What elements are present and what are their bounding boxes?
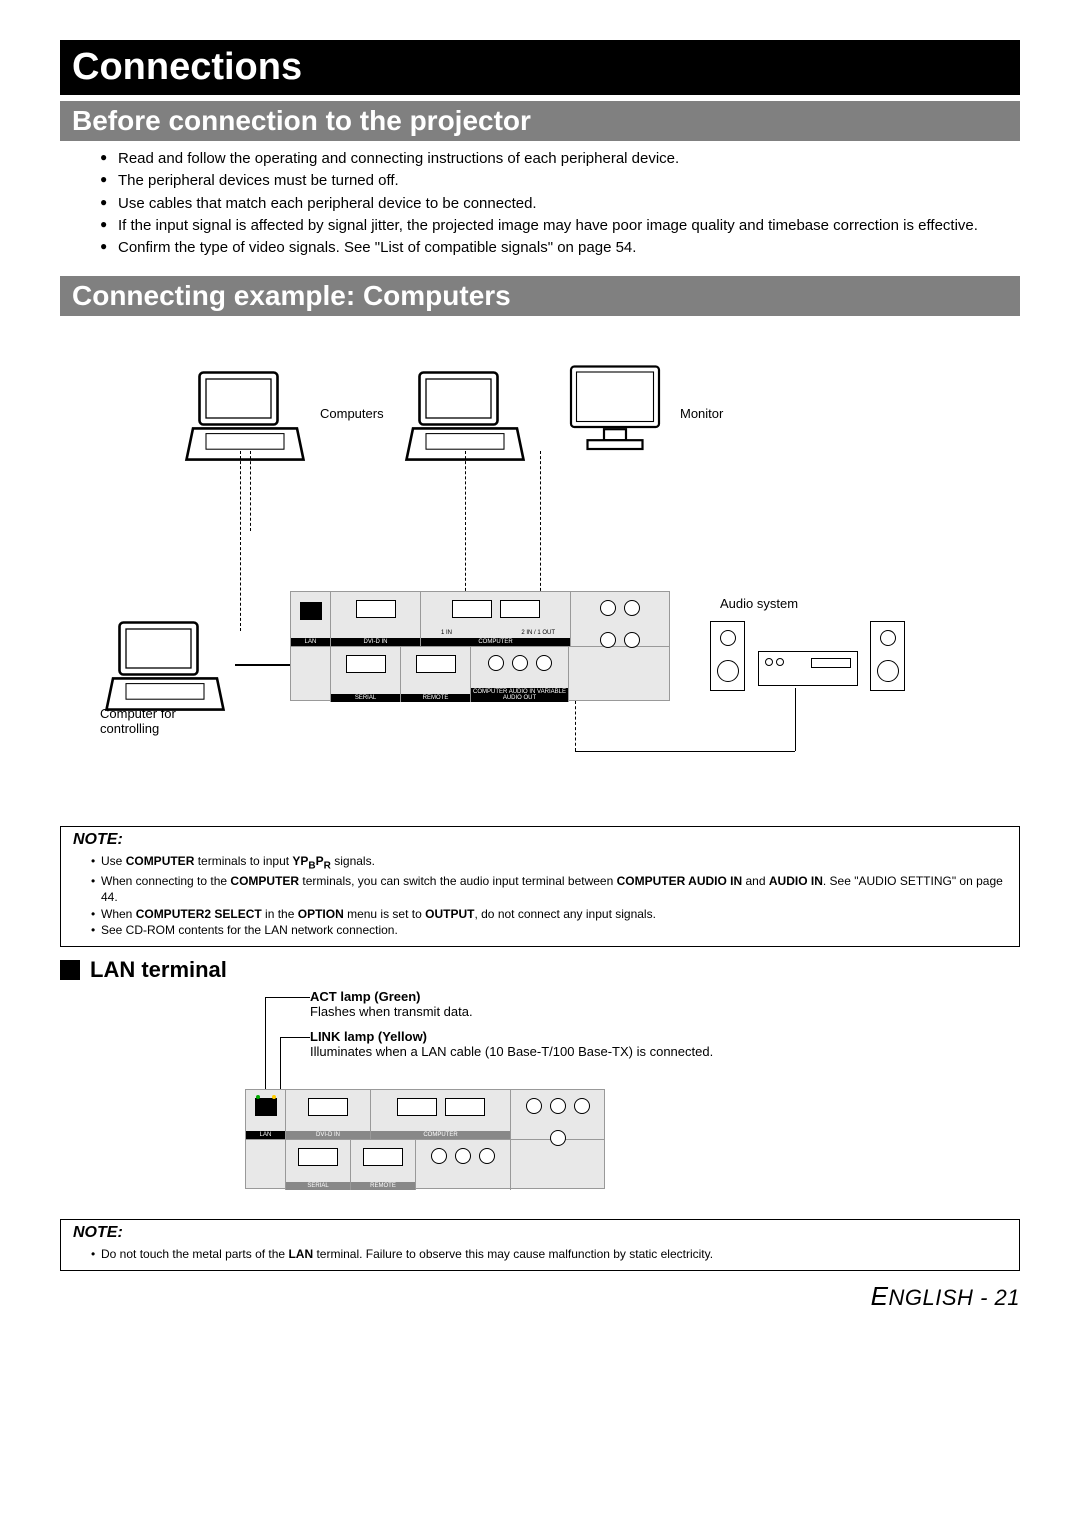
panel-dvi-label: DVI-D IN <box>331 638 420 646</box>
panel-2in-label: 2 IN / 1 OUT <box>521 630 555 636</box>
note-item: Use COMPUTER terminals to input YPBPR si… <box>91 853 1007 873</box>
page-title: Connections <box>60 40 1020 95</box>
panel-serial-label: SERIAL <box>331 694 400 702</box>
panel-lan-label-2: LAN <box>246 1131 285 1139</box>
bullet-item: Confirm the type of video signals. See "… <box>100 238 1000 258</box>
act-lamp-title: ACT lamp (Green) <box>310 989 421 1004</box>
lan-diagram: ACT lamp (Green) Flashes when transmit d… <box>70 989 1010 1209</box>
note-item: Do not touch the metal parts of the LAN … <box>91 1246 1007 1262</box>
note-item: When COMPUTER2 SELECT in the OPTION menu… <box>91 906 1007 922</box>
audio-label: Audio system <box>720 596 798 611</box>
page-footer: ENGLISH - 21 <box>60 1281 1020 1312</box>
controlling-label: Computer for controlling <box>100 706 200 736</box>
panel-dvi-label-2: DVI-D IN <box>286 1131 370 1139</box>
panel-remote-label-2: REMOTE <box>351 1182 415 1190</box>
footer-page: 21 <box>995 1285 1020 1310</box>
act-lamp-desc: Flashes when transmit data. <box>310 1004 473 1019</box>
note-item: See CD-ROM contents for the LAN network … <box>91 922 1007 938</box>
speaker-icon <box>710 621 745 691</box>
panel-computer-label: COMPUTER <box>421 638 570 646</box>
panel-computer-label-2: COMPUTER <box>371 1131 510 1139</box>
note-box-1: NOTE: Use COMPUTER terminals to input YP… <box>60 826 1020 947</box>
link-lamp-title: LINK lamp (Yellow) <box>310 1029 427 1044</box>
bullet-item: Read and follow the operating and connec… <box>100 149 1000 169</box>
note-item: When connecting to the COMPUTER terminal… <box>91 873 1007 905</box>
monitor-label: Monitor <box>680 406 723 421</box>
panel-remote-label: REMOTE <box>401 694 470 702</box>
link-lamp-desc: Illuminates when a LAN cable (10 Base-T/… <box>310 1044 713 1059</box>
square-bullet-icon <box>60 960 80 980</box>
bullet-item: The peripheral devices must be turned of… <box>100 171 1000 191</box>
projector-backpanel: LAN DVI-D IN COMPUTER 1 IN 2 IN / 1 OUT … <box>290 591 670 701</box>
panel-lan-label: LAN <box>291 638 330 646</box>
note-heading: NOTE: <box>73 831 1007 849</box>
bullet-item: Use cables that match each peripheral de… <box>100 194 1000 214</box>
before-connection-list: Read and follow the operating and connec… <box>60 141 1020 270</box>
connection-diagram: Computers Monitor LAN DVI-D IN COMPUTER … <box>70 336 1010 816</box>
section-before-connection: Before connection to the projector <box>60 101 1020 141</box>
panel-1in-label: 1 IN <box>441 630 452 636</box>
footer-lang: NGLISH <box>889 1285 974 1310</box>
computers-label: Computers <box>320 406 384 421</box>
monitor-icon <box>560 361 670 465</box>
bullet-item: If the input signal is affected by signa… <box>100 216 1000 236</box>
laptop-icon <box>180 366 310 475</box>
amplifier-icon <box>758 651 858 686</box>
speaker-icon <box>870 621 905 691</box>
lan-heading-text: LAN terminal <box>90 957 227 983</box>
note-heading-2: NOTE: <box>73 1224 1007 1242</box>
section-connecting-example: Connecting example: Computers <box>60 276 1020 316</box>
note-box-2: NOTE: Do not touch the metal parts of th… <box>60 1219 1020 1271</box>
lan-terminal-heading: LAN terminal <box>60 957 1020 983</box>
projector-backpanel-small: LAN DVI-D IN COMPUTER SERIAL REMOTE <box>245 1089 605 1189</box>
panel-serial-label-2: SERIAL <box>286 1182 350 1190</box>
